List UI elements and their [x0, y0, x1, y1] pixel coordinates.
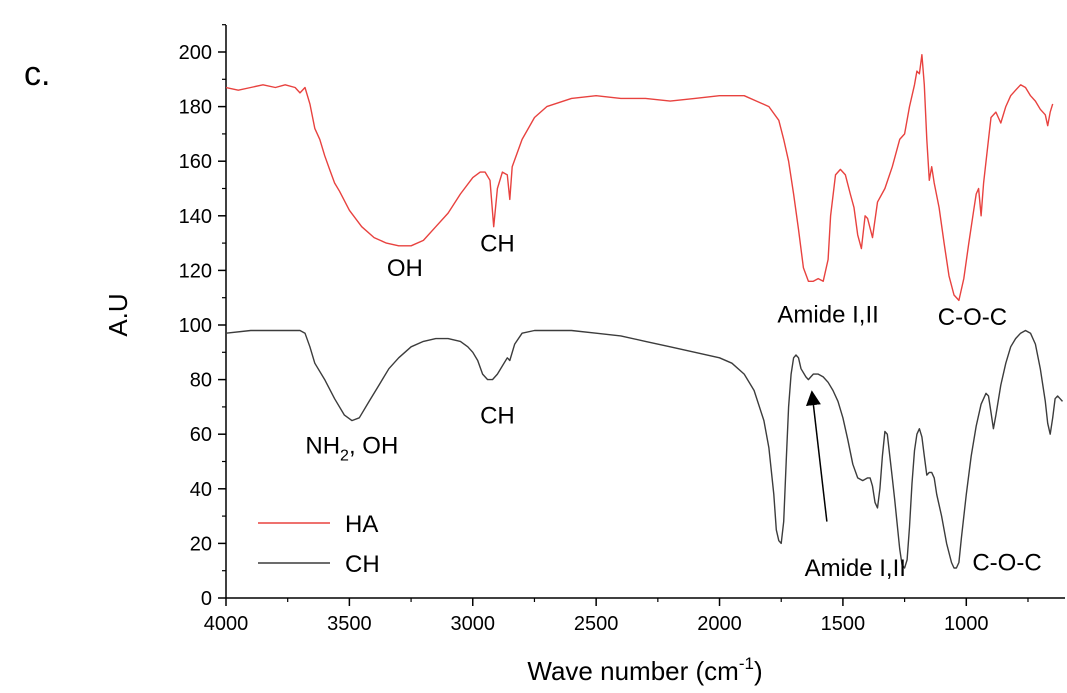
y-axis-label: A.U: [103, 293, 133, 336]
y-tick-label: 100: [179, 315, 212, 337]
y-tick-label: 180: [179, 97, 212, 119]
annotation-arrow: [805, 390, 828, 522]
y-axis-ticks: 0 20 40 60 80 100 120 140 160 180 200: [179, 24, 226, 610]
y-tick-label: 140: [179, 206, 212, 228]
series-line-ha: [226, 54, 1054, 302]
y-tick-label: 200: [179, 42, 212, 64]
x-tick-label: 3500: [327, 613, 372, 635]
axes: [225, 25, 1065, 599]
y-tick-label: 60: [190, 424, 212, 446]
y-tick-label: 160: [179, 151, 212, 173]
x-tick-label: 1500: [821, 613, 866, 635]
y-tick-label: 20: [190, 533, 212, 555]
y-tick-label: 120: [179, 260, 212, 282]
annotation-layer: OH CH Amide I,II C-O-C CH Amide I,II C-O-C NH2,…: [305, 230, 1041, 582]
annotation-label: CH: [480, 402, 515, 429]
x-tick-label: 2500: [574, 613, 619, 635]
annotation-label: CH: [480, 230, 515, 257]
x-tick-label: 1000: [944, 613, 989, 635]
y-tick-label: 80: [190, 370, 212, 392]
x-axis-label: Wave number (cm-1): [527, 654, 762, 686]
annotation-label: OH: [387, 255, 423, 282]
x-tick-label: 4000: [204, 613, 249, 635]
panel-label: c.: [24, 55, 50, 93]
annotation-label: Amide I,II: [805, 555, 906, 582]
x-tick-label: 2000: [697, 613, 742, 635]
legend: HA CH: [258, 511, 380, 578]
y-tick-label: 0: [201, 588, 212, 610]
annotation-label: Amide I,II: [777, 301, 878, 328]
series-layer: [226, 54, 1064, 569]
x-axis-ticks: 4000 3500 3000 2500 2000 1500 1000: [204, 598, 1029, 635]
legend-label-ha: HA: [345, 511, 378, 538]
annotation-label: C-O-C: [972, 550, 1041, 577]
legend-label-ch: CH: [345, 551, 380, 578]
x-tick-label: 3000: [451, 613, 496, 635]
series-line-ch: [226, 329, 1064, 569]
y-tick-label: 40: [190, 479, 212, 501]
annotation-label-nh2-oh: NH2, OH: [305, 432, 398, 464]
annotation-label: C-O-C: [938, 304, 1007, 331]
